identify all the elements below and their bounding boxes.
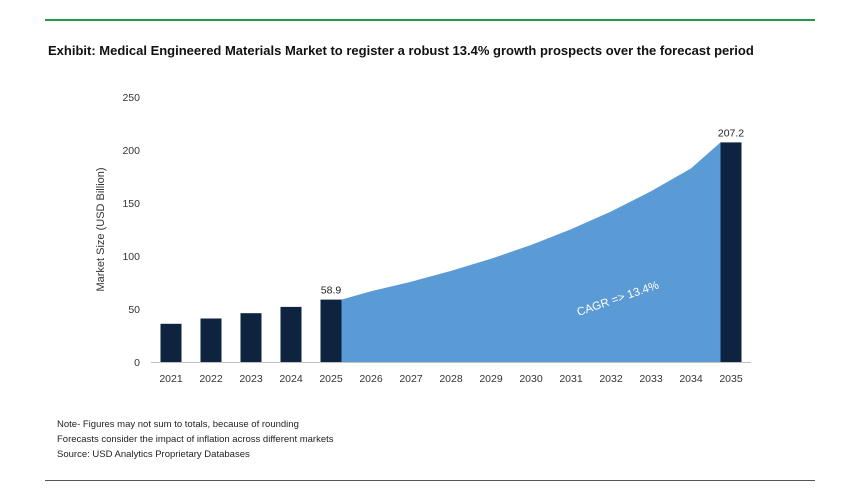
chart-title: Exhibit: Medical Engineered Materials Ma… xyxy=(48,43,754,58)
x-tick-label: 2034 xyxy=(679,373,703,385)
forecast-area xyxy=(341,142,721,362)
x-tick-label: 2022 xyxy=(199,373,223,385)
top-rule xyxy=(45,19,815,21)
y-tick-label: 200 xyxy=(122,145,140,157)
x-tick-label: 2024 xyxy=(279,373,303,385)
y-axis-label: Market Size (USD Billion) xyxy=(95,167,107,291)
y-tick-label: 150 xyxy=(122,198,140,210)
x-tick-label: 2025 xyxy=(319,373,343,385)
x-tick-label: 2026 xyxy=(359,373,383,385)
bar-2035 xyxy=(720,142,742,362)
data-label-2025: 58.9 xyxy=(321,285,342,297)
x-tick-label: 2032 xyxy=(599,373,623,385)
data-label-2035: 207.2 xyxy=(718,127,744,139)
note-line: Note- Figures may not sum to totals, bec… xyxy=(57,419,299,430)
bar-2025 xyxy=(320,299,342,362)
x-tick-label: 2021 xyxy=(159,373,183,385)
note-line: Forecasts consider the impact of inflati… xyxy=(57,434,334,445)
x-tick-label: 2035 xyxy=(719,373,743,385)
y-tick-label: 250 xyxy=(122,92,140,104)
notes: Note- Figures may not sum to totals, bec… xyxy=(57,417,334,462)
x-tick-label: 2030 xyxy=(519,373,543,385)
chart: 58.9 207.2 2021 2022 2023 2024 2025 2026 2027 202… xyxy=(95,92,751,385)
x-tick-label: 2033 xyxy=(639,373,663,385)
bar-2022 xyxy=(200,318,222,362)
x-tick-label: 2023 xyxy=(239,373,263,385)
bar-2023 xyxy=(240,313,262,362)
bar-2021 xyxy=(160,323,182,362)
bottom-rule xyxy=(45,480,815,481)
y-tick-label: 0 xyxy=(134,357,140,369)
note-line: Source: USD Analytics Proprietary Databa… xyxy=(57,449,250,460)
y-tick-label: 100 xyxy=(122,251,140,263)
x-tick-label: 2027 xyxy=(399,373,423,385)
y-tick-label: 50 xyxy=(128,304,140,316)
x-tick-label: 2031 xyxy=(559,373,583,385)
bar-2024 xyxy=(280,306,302,362)
x-tick-label: 2028 xyxy=(439,373,463,385)
x-tick-label: 2029 xyxy=(479,373,503,385)
